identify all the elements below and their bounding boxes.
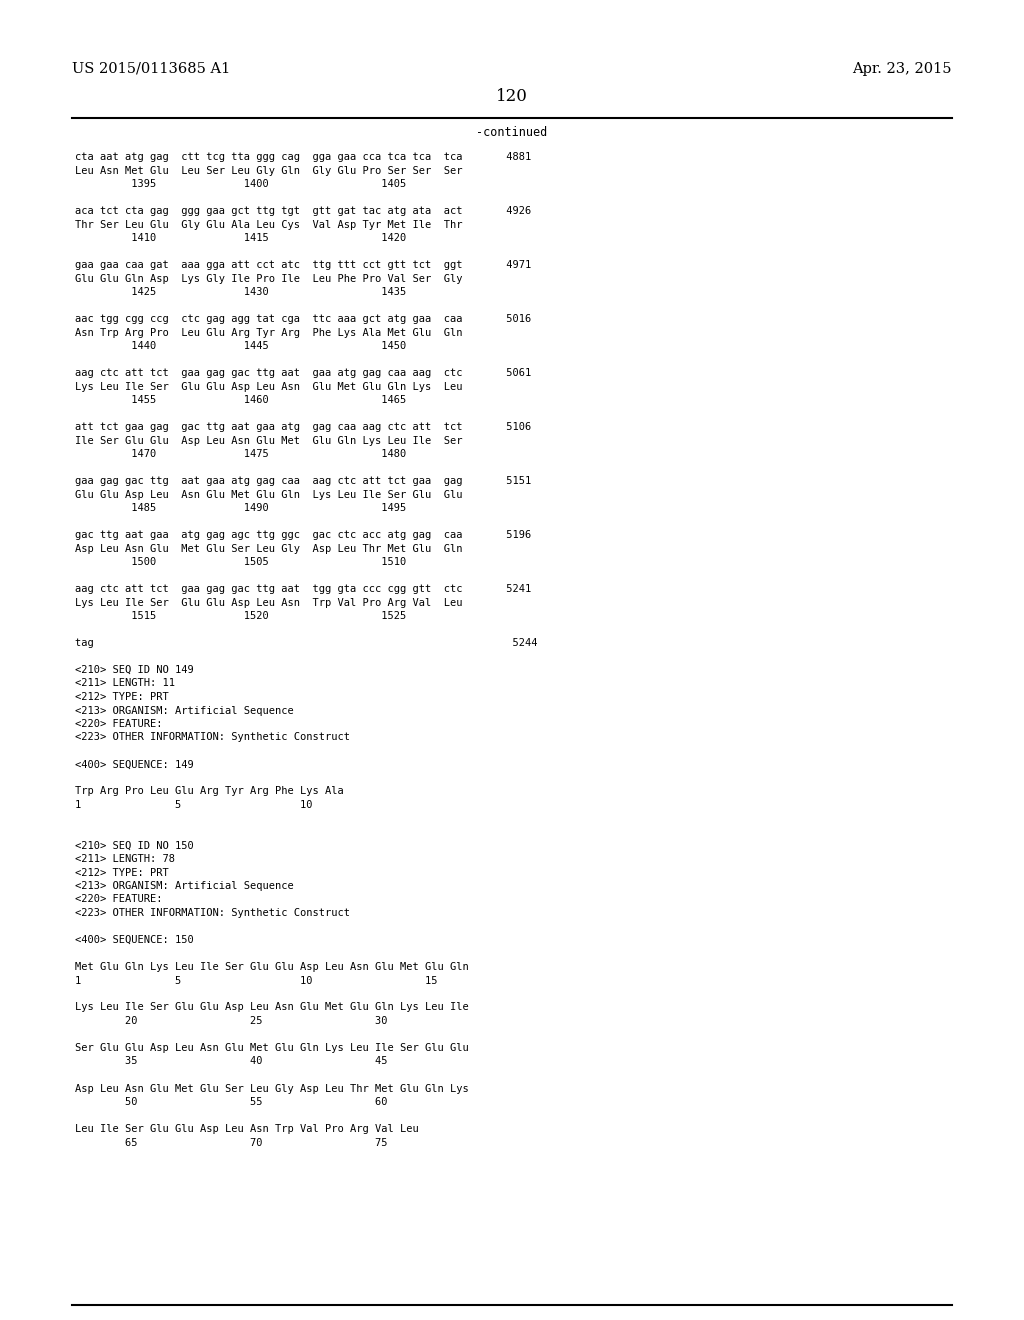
Text: <223> OTHER INFORMATION: Synthetic Construct: <223> OTHER INFORMATION: Synthetic Const… <box>75 733 350 742</box>
Text: <212> TYPE: PRT: <212> TYPE: PRT <box>75 692 169 702</box>
Text: US 2015/0113685 A1: US 2015/0113685 A1 <box>72 62 230 77</box>
Text: Met Glu Gln Lys Leu Ile Ser Glu Glu Asp Leu Asn Glu Met Glu Gln: Met Glu Gln Lys Leu Ile Ser Glu Glu Asp … <box>75 962 469 972</box>
Text: Asp Leu Asn Glu Met Glu Ser Leu Gly Asp Leu Thr Met Glu Gln Lys: Asp Leu Asn Glu Met Glu Ser Leu Gly Asp … <box>75 1084 469 1093</box>
Text: 1515              1520                  1525: 1515 1520 1525 <box>75 611 407 620</box>
Text: 20                  25                  30: 20 25 30 <box>75 1016 387 1026</box>
Text: <213> ORGANISM: Artificial Sequence: <213> ORGANISM: Artificial Sequence <box>75 880 294 891</box>
Text: 1               5                   10                  15: 1 5 10 15 <box>75 975 437 986</box>
Text: <211> LENGTH: 11: <211> LENGTH: 11 <box>75 678 175 689</box>
Text: aag ctc att tct  gaa gag gac ttg aat  tgg gta ccc cgg gtt  ctc       5241: aag ctc att tct gaa gag gac ttg aat tgg … <box>75 583 531 594</box>
Text: Apr. 23, 2015: Apr. 23, 2015 <box>853 62 952 77</box>
Text: <210> SEQ ID NO 150: <210> SEQ ID NO 150 <box>75 841 194 850</box>
Text: 1410              1415                  1420: 1410 1415 1420 <box>75 234 407 243</box>
Text: cta aat atg gag  ctt tcg tta ggg cag  gga gaa cca tca tca  tca       4881: cta aat atg gag ctt tcg tta ggg cag gga … <box>75 152 531 162</box>
Text: <400> SEQUENCE: 149: <400> SEQUENCE: 149 <box>75 759 194 770</box>
Text: aca tct cta gag  ggg gaa gct ttg tgt  gtt gat tac atg ata  act       4926: aca tct cta gag ggg gaa gct ttg tgt gtt … <box>75 206 531 216</box>
Text: gaa gag gac ttg  aat gaa atg gag caa  aag ctc att tct gaa  gag       5151: gaa gag gac ttg aat gaa atg gag caa aag … <box>75 477 531 486</box>
Text: 1500              1505                  1510: 1500 1505 1510 <box>75 557 407 568</box>
Text: att tct gaa gag  gac ttg aat gaa atg  gag caa aag ctc att  tct       5106: att tct gaa gag gac ttg aat gaa atg gag … <box>75 422 531 432</box>
Text: 35                  40                  45: 35 40 45 <box>75 1056 387 1067</box>
Text: <220> FEATURE:: <220> FEATURE: <box>75 719 163 729</box>
Text: Ser Glu Glu Asp Leu Asn Glu Met Glu Gln Lys Leu Ile Ser Glu Glu: Ser Glu Glu Asp Leu Asn Glu Met Glu Gln … <box>75 1043 469 1053</box>
Text: Lys Leu Ile Ser Glu Glu Asp Leu Asn Glu Met Glu Gln Lys Leu Ile: Lys Leu Ile Ser Glu Glu Asp Leu Asn Glu … <box>75 1002 469 1012</box>
Text: <220> FEATURE:: <220> FEATURE: <box>75 895 163 904</box>
Text: 120: 120 <box>496 88 528 106</box>
Text: <211> LENGTH: 78: <211> LENGTH: 78 <box>75 854 175 865</box>
Text: Asn Trp Arg Pro  Leu Glu Arg Tyr Arg  Phe Lys Ala Met Glu  Gln: Asn Trp Arg Pro Leu Glu Arg Tyr Arg Phe … <box>75 327 463 338</box>
Text: aag ctc att tct  gaa gag gac ttg aat  gaa atg gag caa aag  ctc       5061: aag ctc att tct gaa gag gac ttg aat gaa … <box>75 368 531 378</box>
Text: Ile Ser Glu Glu  Asp Leu Asn Glu Met  Glu Gln Lys Leu Ile  Ser: Ile Ser Glu Glu Asp Leu Asn Glu Met Glu … <box>75 436 463 446</box>
Text: Leu Asn Met Glu  Leu Ser Leu Gly Gln  Gly Glu Pro Ser Ser  Ser: Leu Asn Met Glu Leu Ser Leu Gly Gln Gly … <box>75 165 463 176</box>
Text: 50                  55                  60: 50 55 60 <box>75 1097 387 1107</box>
Text: Glu Glu Asp Leu  Asn Glu Met Glu Gln  Lys Leu Ile Ser Glu  Glu: Glu Glu Asp Leu Asn Glu Met Glu Gln Lys … <box>75 490 463 499</box>
Text: 1425              1430                  1435: 1425 1430 1435 <box>75 286 407 297</box>
Text: 65                  70                  75: 65 70 75 <box>75 1138 387 1147</box>
Text: 1485              1490                  1495: 1485 1490 1495 <box>75 503 407 513</box>
Text: <223> OTHER INFORMATION: Synthetic Construct: <223> OTHER INFORMATION: Synthetic Const… <box>75 908 350 917</box>
Text: <212> TYPE: PRT: <212> TYPE: PRT <box>75 867 169 878</box>
Text: aac tgg cgg ccg  ctc gag agg tat cga  ttc aaa gct atg gaa  caa       5016: aac tgg cgg ccg ctc gag agg tat cga ttc … <box>75 314 531 323</box>
Text: Asp Leu Asn Glu  Met Glu Ser Leu Gly  Asp Leu Thr Met Glu  Gln: Asp Leu Asn Glu Met Glu Ser Leu Gly Asp … <box>75 544 463 553</box>
Text: -continued: -continued <box>476 125 548 139</box>
Text: Glu Glu Gln Asp  Lys Gly Ile Pro Ile  Leu Phe Pro Val Ser  Gly: Glu Glu Gln Asp Lys Gly Ile Pro Ile Leu … <box>75 273 463 284</box>
Text: 1               5                   10: 1 5 10 <box>75 800 312 810</box>
Text: <213> ORGANISM: Artificial Sequence: <213> ORGANISM: Artificial Sequence <box>75 705 294 715</box>
Text: 1455              1460                  1465: 1455 1460 1465 <box>75 395 407 405</box>
Text: Leu Ile Ser Glu Glu Asp Leu Asn Trp Val Pro Arg Val Leu: Leu Ile Ser Glu Glu Asp Leu Asn Trp Val … <box>75 1125 419 1134</box>
Text: 1470              1475                  1480: 1470 1475 1480 <box>75 449 407 459</box>
Text: tag                                                                   5244: tag 5244 <box>75 638 538 648</box>
Text: gaa gaa caa gat  aaa gga att cct atc  ttg ttt cct gtt tct  ggt       4971: gaa gaa caa gat aaa gga att cct atc ttg … <box>75 260 531 271</box>
Text: 1440              1445                  1450: 1440 1445 1450 <box>75 341 407 351</box>
Text: <400> SEQUENCE: 150: <400> SEQUENCE: 150 <box>75 935 194 945</box>
Text: Thr Ser Leu Glu  Gly Glu Ala Leu Cys  Val Asp Tyr Met Ile  Thr: Thr Ser Leu Glu Gly Glu Ala Leu Cys Val … <box>75 219 463 230</box>
Text: 1395              1400                  1405: 1395 1400 1405 <box>75 180 407 189</box>
Text: Trp Arg Pro Leu Glu Arg Tyr Arg Phe Lys Ala: Trp Arg Pro Leu Glu Arg Tyr Arg Phe Lys … <box>75 787 344 796</box>
Text: Lys Leu Ile Ser  Glu Glu Asp Leu Asn  Glu Met Glu Gln Lys  Leu: Lys Leu Ile Ser Glu Glu Asp Leu Asn Glu … <box>75 381 463 392</box>
Text: <210> SEQ ID NO 149: <210> SEQ ID NO 149 <box>75 665 194 675</box>
Text: gac ttg aat gaa  atg gag agc ttg ggc  gac ctc acc atg gag  caa       5196: gac ttg aat gaa atg gag agc ttg ggc gac … <box>75 531 531 540</box>
Text: Lys Leu Ile Ser  Glu Glu Asp Leu Asn  Trp Val Pro Arg Val  Leu: Lys Leu Ile Ser Glu Glu Asp Leu Asn Trp … <box>75 598 463 607</box>
